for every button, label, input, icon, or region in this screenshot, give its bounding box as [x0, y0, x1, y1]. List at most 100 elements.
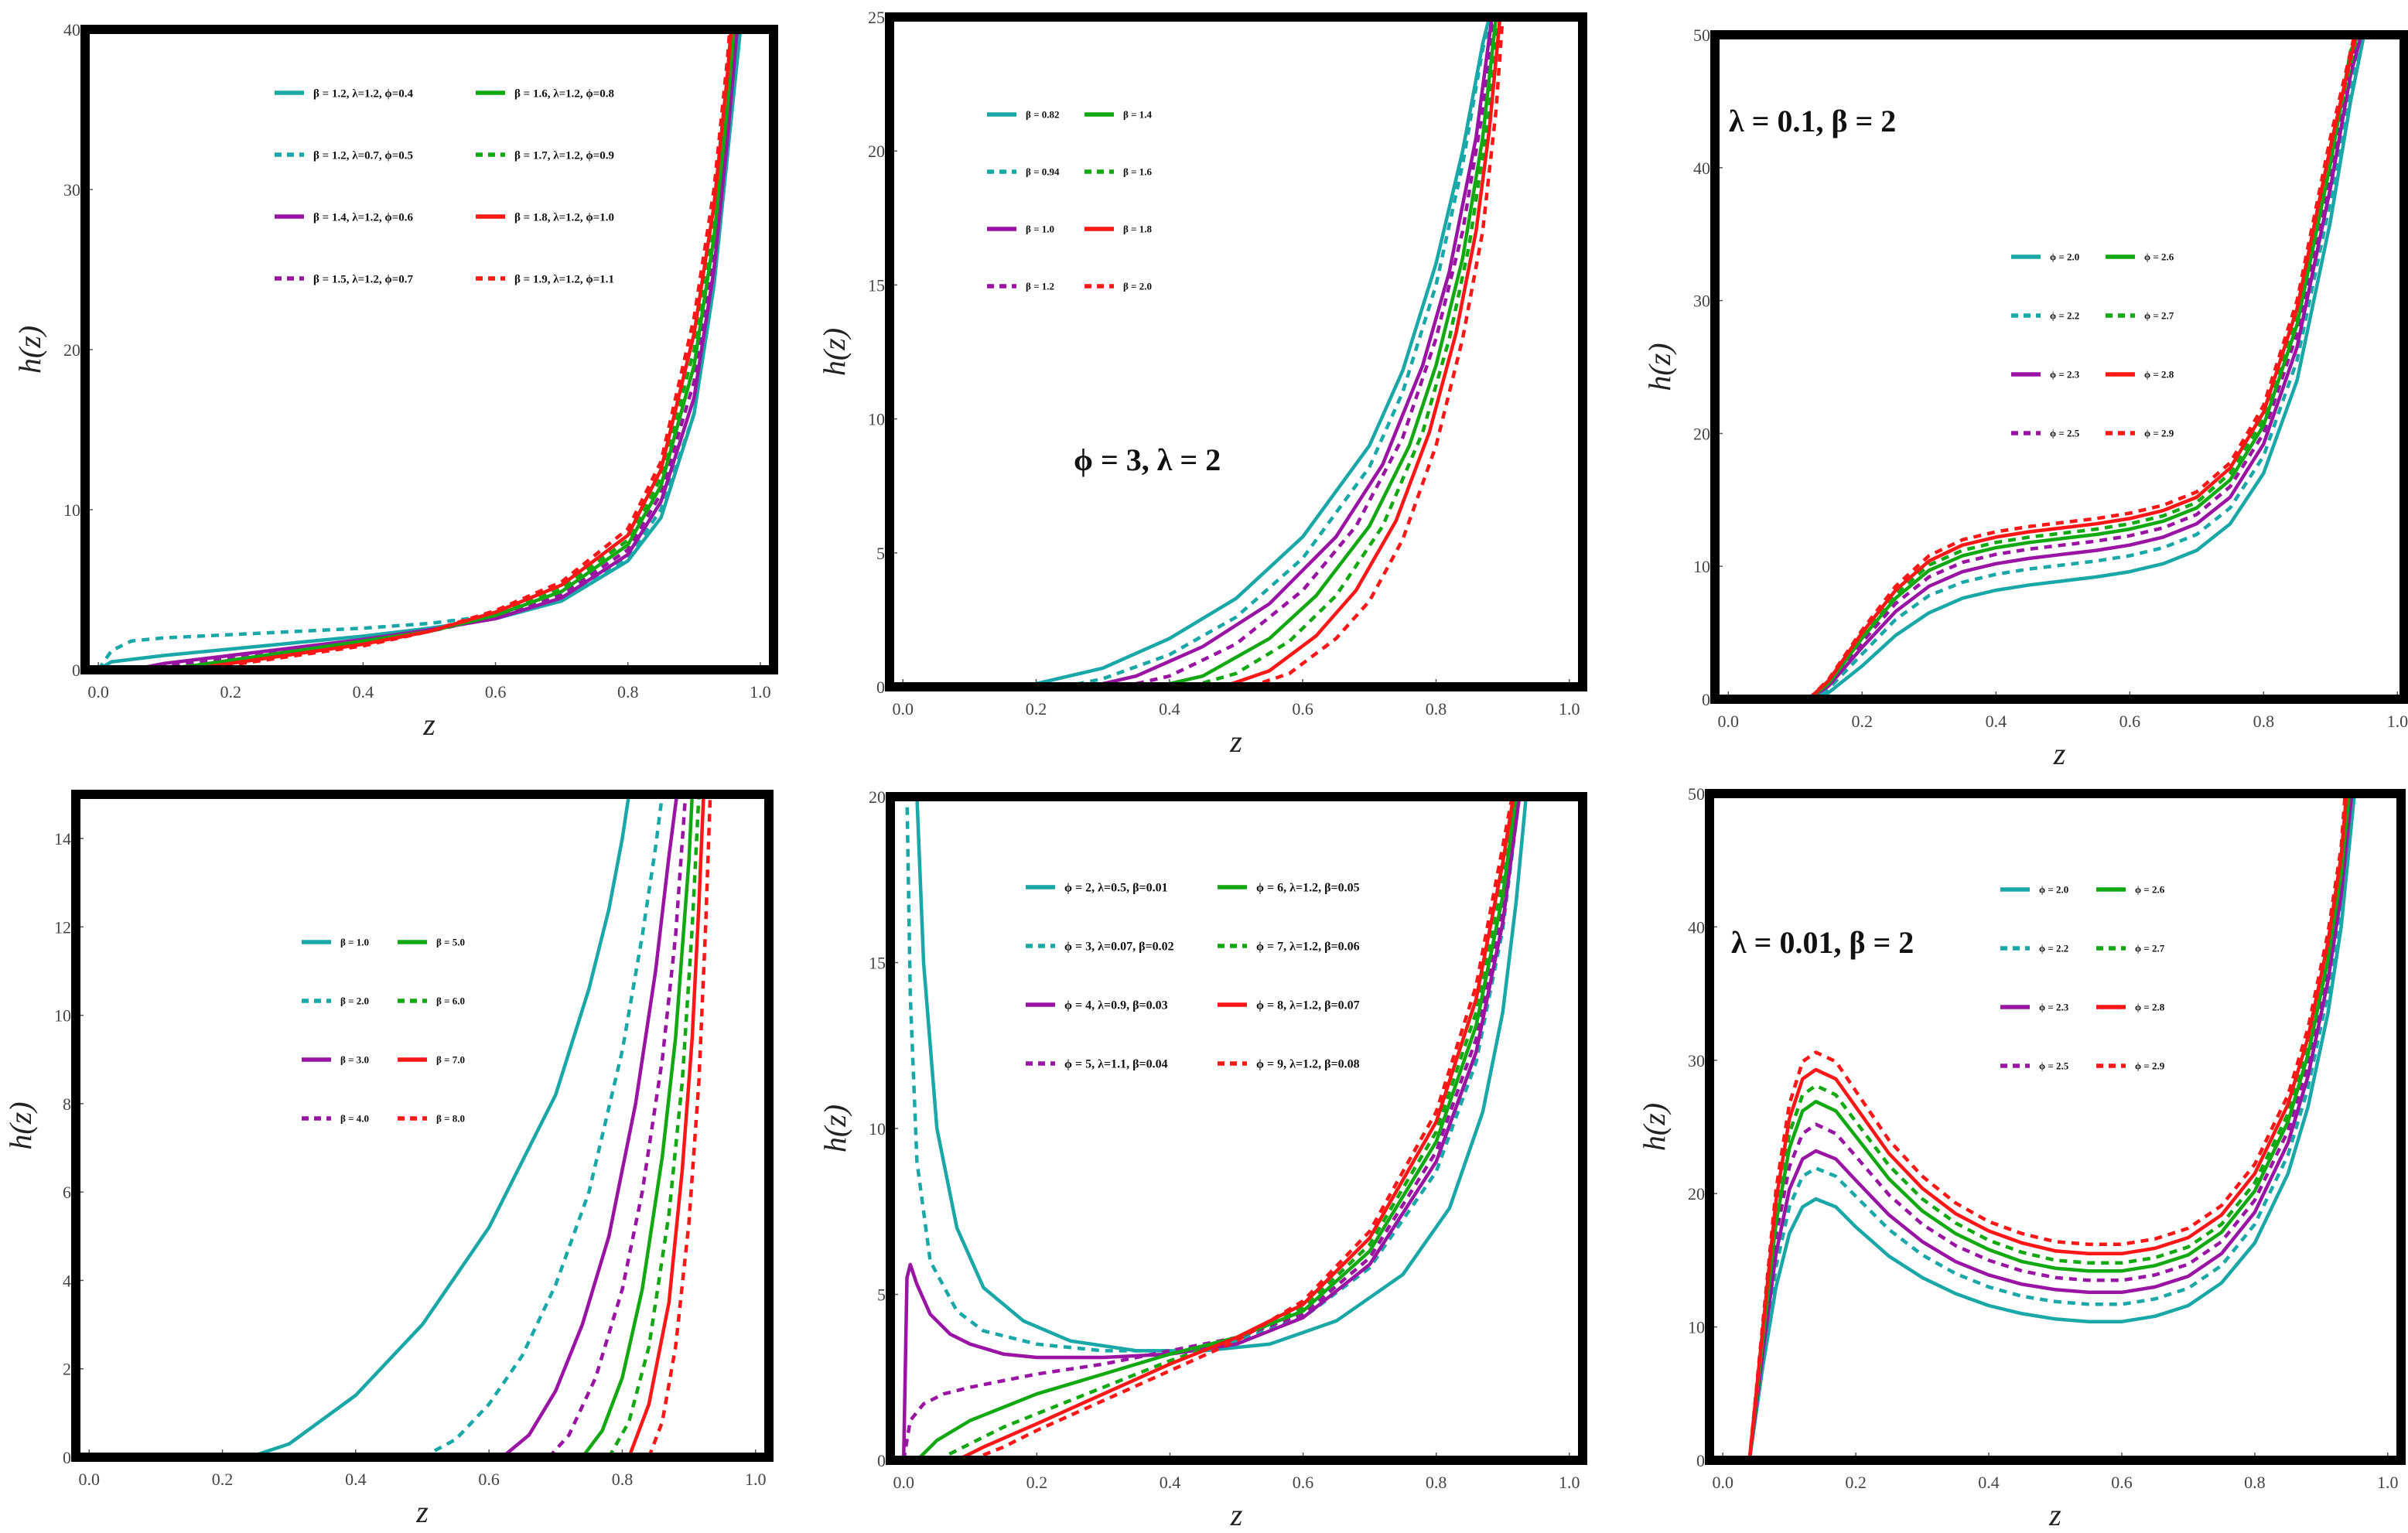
- series-group: [1747, 794, 2357, 1460]
- y-tick-label: 30: [1688, 1051, 1705, 1070]
- series-line-6: [607, 794, 701, 1457]
- legend-label: β = 2.0: [1123, 281, 1152, 292]
- legend-label: ϕ = 2.0: [2050, 251, 2079, 263]
- plot-frame: [885, 12, 1587, 691]
- x-tick-label: 1.0: [745, 1470, 767, 1489]
- series-line-5: [1156, 17, 1498, 687]
- series-line-3: [1807, 35, 2363, 699]
- series-group: [97, 29, 743, 670]
- legend-label: ϕ = 2.7: [2144, 310, 2174, 322]
- y-tick-label: 6: [63, 1183, 71, 1202]
- y-tick-label: 14: [54, 829, 71, 848]
- x-tick-label: 0.0: [1712, 1473, 1733, 1492]
- y-axis-label: h(z): [3, 1101, 38, 1149]
- y-tick-label: 15: [868, 275, 885, 295]
- panel-annotation: λ = 0.01, β = 2: [1731, 925, 1914, 960]
- y-tick-label: 10: [63, 500, 80, 520]
- x-tick-label: 0.4: [1160, 1473, 1181, 1492]
- series-line-4: [901, 797, 1519, 1460]
- legend: β = 1.0 β = 2.0 β = 3.0 β = 4.0 β = 5.0 β = 6…: [302, 937, 465, 1125]
- x-axis-label: z: [2053, 736, 2066, 771]
- series-line-8: [197, 29, 732, 670]
- y-tick-label: 15: [869, 954, 886, 973]
- series-group: [1022, 17, 1505, 687]
- y-axis-label: h(z): [818, 1105, 852, 1152]
- legend-label: β = 1.9, λ=1.2, ϕ=1.1: [514, 273, 614, 285]
- series-line-3: [1088, 17, 1494, 687]
- legend-label: ϕ = 2.3: [2039, 1002, 2069, 1013]
- x-tick-label: 0.2: [1026, 699, 1047, 719]
- legend-label: β = 1.8, λ=1.2, ϕ=1.0: [514, 211, 614, 224]
- series-line-4: [548, 794, 688, 1457]
- panel-annotation: ϕ = 3, λ = 2: [1074, 442, 1221, 477]
- y-tick-label: 10: [869, 1119, 886, 1139]
- x-tick-label: 0.8: [1426, 699, 1447, 719]
- legend-label: ϕ = 2.3: [2050, 369, 2080, 381]
- series-line-3: [901, 797, 1522, 1460]
- legend-label: β = 7.0: [436, 1054, 465, 1066]
- legend: ϕ = 2.0 ϕ = 2.2 ϕ = 2.3 ϕ = 2.5 ϕ = 2.6 ϕ = 2…: [2011, 251, 2174, 439]
- x-tick-label: 0.4: [345, 1470, 367, 1489]
- y-tick-label: 0: [876, 678, 885, 697]
- y-tick-label: 30: [1693, 292, 1710, 311]
- series-line-7: [1747, 794, 2348, 1460]
- series-line-8: [1747, 794, 2348, 1460]
- series-line-3: [1747, 794, 2354, 1460]
- legend-label: ϕ = 3, λ=0.07, β=0.02: [1064, 941, 1174, 954]
- y-tick-label: 8: [63, 1094, 71, 1114]
- series-line-8: [969, 797, 1515, 1460]
- legend-label: β = 1.2, λ=0.7, ϕ=0.5: [313, 149, 413, 162]
- x-tick-label: 0.4: [1986, 712, 2007, 731]
- x-tick-label: 0.8: [612, 1470, 634, 1489]
- y-axis-label: h(z): [1637, 1103, 1672, 1151]
- legend-label: ϕ = 2.8: [2135, 1002, 2165, 1013]
- legend-label: ϕ = 2.0: [2039, 884, 2068, 896]
- chart-panel-3: 0.0 0.2 0.4 0.6 0.8 1.0 0 10 20 30 40 50 z h(z) ϕ = 2.…: [1642, 26, 2408, 771]
- x-tick-label: 0.6: [478, 1470, 500, 1489]
- series-line-4: [1807, 35, 2362, 699]
- y-tick-label: 0: [63, 1448, 71, 1467]
- series-line-5: [915, 797, 1518, 1460]
- x-tick-label: 0.6: [1292, 699, 1313, 719]
- series-line-6: [1807, 35, 2359, 699]
- y-tick-label: 0: [1702, 690, 1710, 709]
- series-line-5: [581, 794, 695, 1457]
- legend-label: β = 3.0: [340, 1054, 369, 1066]
- legend-label: ϕ = 8, λ=1.2, β=0.07: [1256, 999, 1360, 1012]
- series-line-2: [1747, 794, 2355, 1460]
- x-axis-label: z: [2048, 1497, 2061, 1532]
- series-line-1: [248, 794, 631, 1457]
- y-tick-label: 40: [63, 20, 80, 39]
- y-tick-label: 0: [72, 661, 80, 680]
- legend-label: β = 1.0: [340, 937, 369, 948]
- legend-label: β = 1.0: [1026, 224, 1054, 235]
- legend-label: β = 0.94: [1026, 166, 1060, 178]
- legend-label: ϕ = 2.8: [2144, 369, 2174, 381]
- x-tick-label: 0.6: [2111, 1473, 2133, 1492]
- y-tick-label: 20: [63, 340, 80, 360]
- y-tick-label: 10: [54, 1006, 71, 1026]
- series-line-7: [627, 794, 705, 1457]
- x-tick-label: 0.6: [1293, 1473, 1314, 1492]
- y-tick-label: 20: [869, 787, 886, 807]
- x-tick-label: 0.4: [1978, 1473, 2000, 1492]
- legend-label: ϕ = 6, λ=1.2, β=0.05: [1256, 882, 1360, 895]
- y-tick-label: 25: [868, 8, 885, 27]
- series-line-7: [1807, 35, 2358, 699]
- legend-label: β = 1.4: [1123, 109, 1153, 121]
- x-axis-label: z: [1229, 724, 1242, 759]
- chart-panel-1: 0.0 0.2 0.4 0.6 0.8 1.0 0 10 20 30 40 z h(z) β = 1.2,…: [12, 20, 778, 742]
- x-tick-label: 1.0: [1559, 699, 1580, 719]
- legend-label: β = 1.8: [1123, 224, 1153, 235]
- y-tick-label: 30: [63, 180, 80, 200]
- legend-label: β = 1.5, λ=1.2, ϕ=0.7: [313, 273, 414, 285]
- x-tick-label: 0.8: [617, 682, 639, 702]
- x-axis-label: z: [422, 707, 435, 742]
- y-tick-label: 0: [1696, 1451, 1705, 1470]
- x-tick-label: 0.0: [87, 682, 109, 702]
- x-tick-label: 1.0: [750, 682, 771, 702]
- series-line-5: [1747, 794, 2352, 1460]
- legend-label: β = 1.2, λ=1.2, ϕ=0.4: [313, 87, 414, 100]
